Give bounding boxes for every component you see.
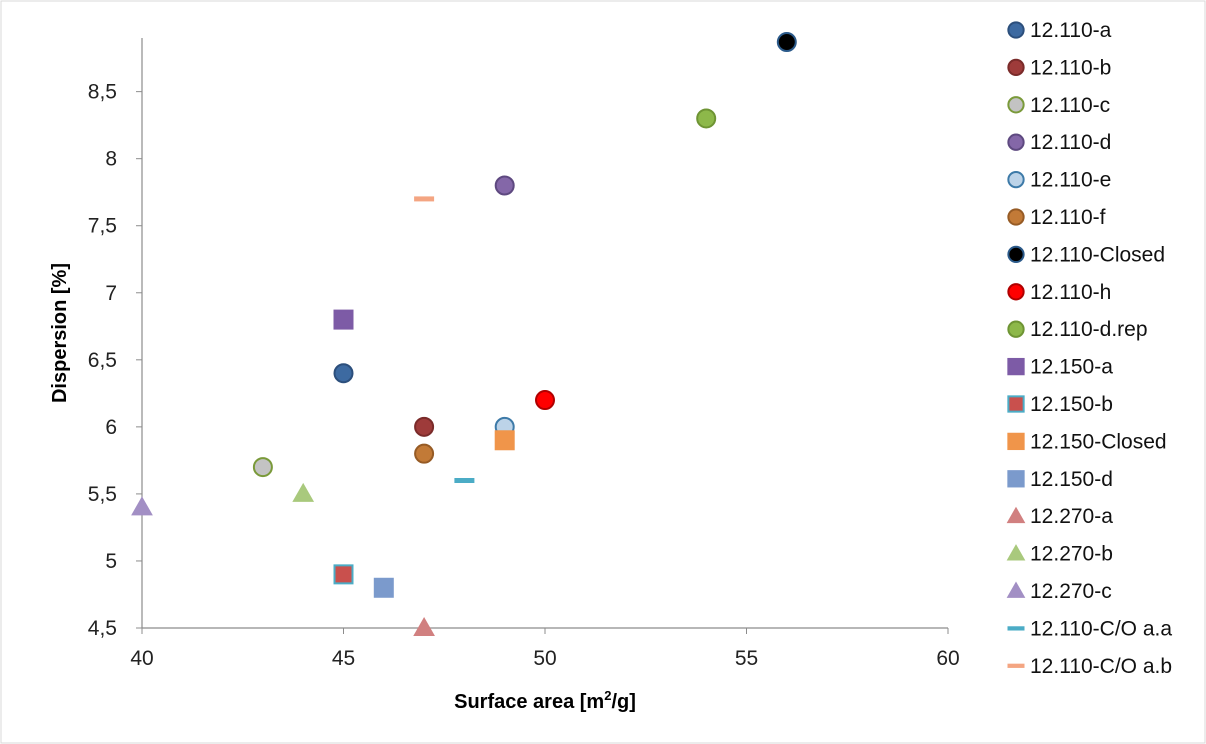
legend-label: 12.110-C/O a.a xyxy=(1030,617,1172,640)
y-tick-label: 6,5 xyxy=(88,349,117,372)
y-tick-label: 8,5 xyxy=(88,81,117,104)
legend-marker xyxy=(1007,170,1025,189)
legend-marker xyxy=(1007,283,1025,301)
legend-label: 12.110-h xyxy=(1030,281,1111,304)
legend-item: 12.270-a xyxy=(1006,505,1113,528)
data-point xyxy=(776,32,797,53)
y-axis-title: Dispersion [%] xyxy=(49,263,71,403)
data-point xyxy=(413,616,435,636)
legend-marker xyxy=(1006,506,1026,524)
legend-marker xyxy=(1007,320,1025,338)
legend-label: 12.110-e xyxy=(1030,169,1111,192)
y-tick-label: 8 xyxy=(105,148,117,171)
data-points xyxy=(131,32,797,636)
x-axis-title-superscript: 2 xyxy=(604,688,611,703)
legend-label: 12.270-c xyxy=(1030,580,1112,603)
legend-marker xyxy=(1007,626,1025,631)
data-point xyxy=(252,457,273,478)
y-tick-label: 4,5 xyxy=(88,617,117,640)
legend: 12.110-a 12.110-b 12.110-c 12.110-d 12.110-e… xyxy=(1006,19,1172,678)
legend-item: 12.270-c xyxy=(1006,580,1112,603)
legend-label: 12.110-a xyxy=(1030,19,1112,42)
x-axis-title-main: Surface area [m xyxy=(454,691,604,713)
legend-item: 12.150-Closed xyxy=(1007,430,1167,453)
y-tick-label: 7 xyxy=(105,282,117,305)
legend-marker xyxy=(1007,21,1025,39)
x-tick-label: 60 xyxy=(936,647,959,670)
legend-label: 12.150-d xyxy=(1030,468,1113,491)
legend-marker xyxy=(1007,96,1025,114)
data-point xyxy=(414,196,435,202)
y-tick-label: 5 xyxy=(105,550,117,573)
data-point xyxy=(333,564,354,585)
legend-marker xyxy=(1007,58,1025,77)
x-axis-title: Surface area [m2/g] xyxy=(454,688,636,713)
legend-marker xyxy=(1006,581,1026,598)
legend-marker xyxy=(1007,470,1025,488)
data-point xyxy=(373,577,394,598)
legend-item: 12.150-b xyxy=(1007,393,1113,416)
y-tick-label: 6 xyxy=(105,416,117,439)
data-point xyxy=(494,430,515,451)
legend-label: 12.110-f xyxy=(1030,206,1106,229)
legend-item: 12.270-b xyxy=(1006,543,1113,566)
legend-item: 12.110-C/O a.b xyxy=(1007,655,1172,678)
legend-label: 12.270-b xyxy=(1030,543,1113,566)
y-tick-label: 5,5 xyxy=(88,483,117,506)
legend-marker xyxy=(1007,357,1025,376)
legend-marker xyxy=(1007,432,1025,451)
legend-label: 12.110-Closed xyxy=(1030,243,1165,266)
legend-item: 12.110-b xyxy=(1007,56,1111,79)
x-tick-label: 50 xyxy=(533,647,556,670)
legend-marker xyxy=(1007,245,1025,264)
legend-item: 12.110-h xyxy=(1007,281,1111,304)
x-tick-label: 55 xyxy=(735,647,758,670)
legend-item: 12.150-a xyxy=(1007,356,1113,379)
legend-label: 12.110-c xyxy=(1030,94,1110,117)
data-point xyxy=(414,416,435,437)
legend-item: 12.110-Closed xyxy=(1007,243,1165,266)
data-point xyxy=(535,390,555,411)
x-tick-label: 40 xyxy=(130,647,153,670)
y-tick-label: 7,5 xyxy=(88,215,117,238)
legend-label: 12.110-d.rep xyxy=(1030,318,1148,341)
legend-item: 12.150-d xyxy=(1007,468,1113,491)
data-point xyxy=(333,363,354,384)
data-point xyxy=(131,496,153,516)
legend-item: 12.110-C/O a.a xyxy=(1007,617,1172,640)
legend-label: 12.110-C/O a.b xyxy=(1030,655,1172,678)
legend-item: 12.110-a xyxy=(1007,19,1112,42)
legend-marker xyxy=(1006,544,1026,561)
x-tick-label: 45 xyxy=(332,647,355,670)
data-point xyxy=(696,108,717,129)
legend-label: 12.150-a xyxy=(1030,356,1113,379)
legend-item: 12.110-d.rep xyxy=(1007,318,1148,341)
tick-labels: 40 45 50 55 60 4,5 5 5,5 6 6,5 7 7,5 8 8,5 xyxy=(88,81,960,670)
legend-marker xyxy=(1007,208,1025,226)
legend-item: 12.110-f xyxy=(1007,206,1106,229)
data-point xyxy=(494,175,515,196)
legend-item: 12.110-c xyxy=(1007,94,1110,117)
legend-marker xyxy=(1007,133,1025,151)
legend-label: 12.150-b xyxy=(1030,393,1113,416)
legend-marker xyxy=(1007,395,1025,413)
legend-item: 12.110-e xyxy=(1007,169,1111,192)
legend-label: 12.110-b xyxy=(1030,56,1111,79)
legend-item: 12.110-d xyxy=(1007,131,1111,154)
x-axis-title-tail: /g] xyxy=(611,691,635,713)
data-point xyxy=(454,478,475,483)
data-point xyxy=(333,309,354,330)
legend-label: 12.110-d xyxy=(1030,131,1111,154)
data-point xyxy=(414,443,435,464)
data-point xyxy=(292,482,315,502)
legend-label: 12.150-Closed xyxy=(1030,430,1167,453)
legend-label: 12.270-a xyxy=(1030,505,1113,528)
legend-marker xyxy=(1007,663,1025,668)
